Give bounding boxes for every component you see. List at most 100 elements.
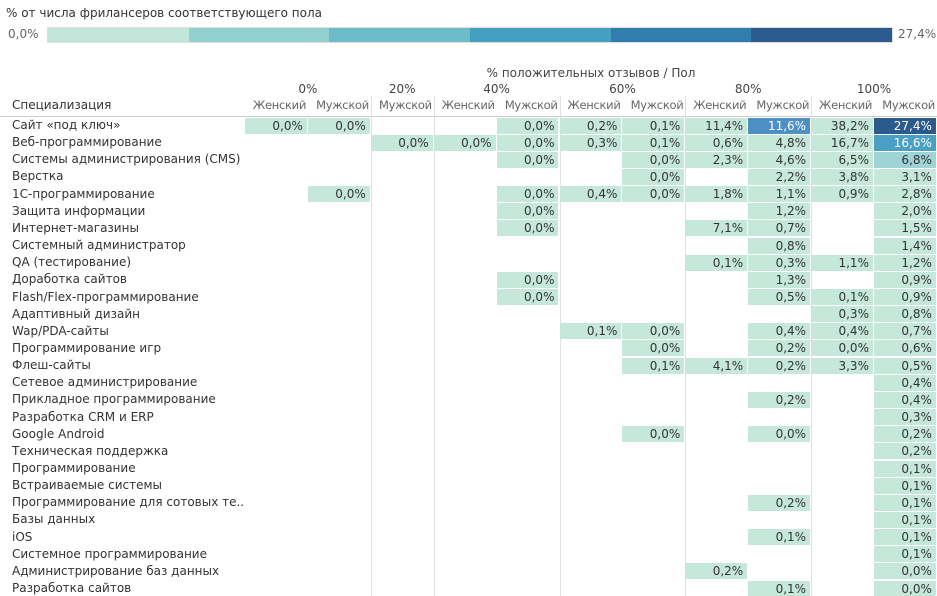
cell: 0,0% <box>748 426 811 443</box>
cell: 0,4% <box>811 323 873 340</box>
cell: 0,1% <box>874 477 936 494</box>
cell: 16,6% <box>874 134 936 151</box>
row-label: Верстка <box>12 169 64 184</box>
cell: 0,4% <box>874 391 936 408</box>
cell: 0,1% <box>874 494 936 511</box>
row-label: Google Android <box>12 426 105 441</box>
cell: 0,0% <box>496 220 559 237</box>
row-label: Администрирование баз данных <box>12 563 220 578</box>
cell: 0,2% <box>748 494 811 511</box>
cell: 38,2% <box>811 117 873 134</box>
cell: 0,5% <box>748 289 811 305</box>
legend-bar <box>47 27 893 43</box>
cell: 0,0% <box>874 563 936 580</box>
row-label: Прикладное программирование <box>12 392 216 407</box>
cell: 0,1% <box>748 529 811 546</box>
cell: 0,1% <box>748 580 811 596</box>
cell: 0,0% <box>245 117 307 134</box>
legend-max: 27,4% <box>898 27 937 41</box>
cell: 0,5% <box>874 357 936 374</box>
cell: 0,1% <box>685 254 748 271</box>
legend-step <box>188 28 330 42</box>
row-label: Системное программирование <box>12 546 207 561</box>
cell: 0,2% <box>748 391 811 408</box>
row-label: Защита информации <box>12 203 146 218</box>
cell: 4,1% <box>685 357 748 374</box>
row-label: Веб-программирование <box>12 135 162 150</box>
group-label: 60% <box>609 82 636 96</box>
row-label: Разработка сайтов <box>12 581 132 596</box>
cell: 0,1% <box>874 529 936 546</box>
cell: 0,0% <box>622 426 685 443</box>
cell: 0,4% <box>748 323 811 340</box>
row-label: Базы данных <box>12 512 96 527</box>
cell: 0,0% <box>811 340 873 357</box>
row-label: Системный администратор <box>12 238 186 253</box>
cell: 1,1% <box>748 186 811 203</box>
cell: 2,8% <box>874 186 936 203</box>
cell: 0,4% <box>874 374 936 391</box>
row-label: Flash/Flex-программирование <box>12 289 199 304</box>
cell: 0,1% <box>874 460 936 477</box>
row-header: Специализация <box>12 98 112 112</box>
cell: 0,0% <box>496 271 559 288</box>
cell: 0,0% <box>622 186 685 203</box>
cell: 27,4% <box>874 117 936 134</box>
cell: 0,0% <box>496 289 559 305</box>
row-label: QA (тестирование) <box>12 255 132 270</box>
row-label: Интернет-магазины <box>12 220 139 235</box>
cell: 0,7% <box>748 220 811 237</box>
cell: 0,3% <box>874 409 936 426</box>
legend-step <box>470 28 611 42</box>
cell: 0,2% <box>559 117 622 134</box>
row-label: Сайт «под ключ» <box>12 118 121 132</box>
cell: 0,6% <box>874 340 936 357</box>
group-label: 80% <box>734 82 762 96</box>
cell: 0,2% <box>748 357 811 374</box>
cell: 0,1% <box>874 546 936 563</box>
cell: 1,3% <box>748 271 811 288</box>
cell: 0,2% <box>685 563 748 580</box>
cell: 0,1% <box>622 117 685 134</box>
cell: 6,8% <box>874 151 936 168</box>
column-label: Мужской <box>504 98 558 112</box>
cell: 3,8% <box>811 168 873 185</box>
cell: 0,0% <box>622 340 685 357</box>
legend-min: 0,0% <box>8 27 39 41</box>
cell: 0,0% <box>622 323 685 340</box>
row-label: Доработка сайтов <box>12 272 127 287</box>
cell: 0,0% <box>307 117 370 134</box>
row-label: Wap/PDA-сайты <box>12 323 109 338</box>
cell: 0,3% <box>811 306 873 323</box>
group-label: 0% <box>298 82 318 96</box>
group-separator <box>559 96 561 596</box>
cell: 3,1% <box>874 168 936 185</box>
cell: 11,6% <box>748 117 811 134</box>
cell: 0,1% <box>874 511 936 528</box>
cell: 0,2% <box>874 443 936 460</box>
cell: 0,9% <box>874 289 936 305</box>
row-label: Техническая поддержка <box>12 443 169 458</box>
group-separator <box>433 96 435 596</box>
cell: 0,2% <box>748 340 811 357</box>
cell: 6,5% <box>811 151 873 168</box>
cell: 1,8% <box>685 186 748 203</box>
cell: 1,4% <box>874 237 936 254</box>
cell: 0,0% <box>496 203 559 220</box>
row-label: 1С-программирование <box>12 186 155 201</box>
cell: 0,0% <box>433 134 496 151</box>
header-rule <box>0 116 937 117</box>
group-label: 40% <box>483 82 510 96</box>
legend-title: % от числа фрилансеров соответствующего … <box>6 6 322 20</box>
column-label: Мужской <box>316 98 369 112</box>
column-label: Женский <box>693 98 747 112</box>
cell: 2,3% <box>685 151 748 168</box>
column-label: Женский <box>252 98 306 112</box>
cell: 1,2% <box>748 203 811 220</box>
column-label: Мужской <box>882 98 935 112</box>
cell: 1,5% <box>874 220 936 237</box>
cell: 0,8% <box>748 237 811 254</box>
row-label: Встраиваемые системы <box>12 478 163 493</box>
header-title: % положительных отзывов / Пол <box>486 66 696 80</box>
column-label: Женский <box>567 98 621 112</box>
